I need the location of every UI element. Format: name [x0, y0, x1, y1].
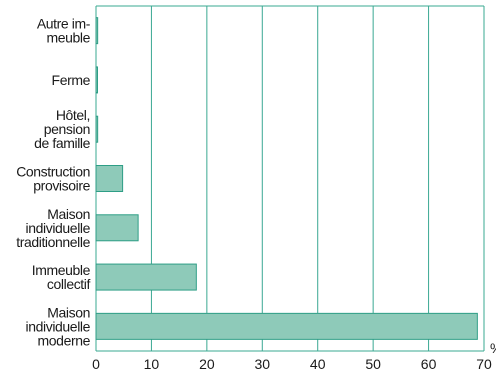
x-tick-label-40: 40: [310, 356, 326, 372]
bar-3: [95, 165, 124, 192]
category-label-line: collectif: [47, 276, 91, 292]
category-label-line: pension: [44, 121, 90, 137]
bars: [95, 17, 478, 340]
x-unit-label: %: [490, 340, 496, 356]
category-label-line: meuble: [46, 30, 90, 46]
category-labels: Autre im-meuble Ferme Hôtel, pension de fami…: [16, 16, 91, 349]
bar-0: [95, 17, 99, 45]
category-label-line: Construction: [16, 164, 90, 180]
x-tick-label-30: 30: [254, 356, 270, 372]
x-tick-label-60: 60: [421, 356, 437, 372]
category-label-line: provisoire: [33, 178, 90, 194]
category-label-0: Autre im-meuble: [37, 16, 91, 46]
x-tick-label-10: 10: [144, 356, 160, 372]
category-label-line: Immeuble: [32, 262, 91, 278]
bar-1: [95, 66, 98, 94]
x-tick-label-0: 0: [92, 356, 100, 372]
x-tick-label-20: 20: [199, 356, 215, 372]
bar-6: [95, 312, 478, 340]
category-label-line: Maison: [47, 206, 90, 222]
category-label-6: Maison individuelle moderne: [26, 304, 91, 348]
category-label-line: individuelle: [26, 318, 91, 334]
category-label-line: Autre im-: [37, 16, 91, 32]
category-label-line: Hôtel,: [56, 107, 90, 123]
category-label-line: individuelle: [26, 220, 91, 236]
category-label-3: Construction provisoire: [16, 164, 90, 194]
category-label-line: Maison: [47, 304, 90, 320]
bar-4: [95, 214, 139, 242]
x-tick-label-70: 70: [476, 356, 492, 372]
category-label-5: Immeuble collectif: [32, 262, 91, 292]
bar-5: [95, 263, 197, 291]
category-label-2: Hôtel, pension de famille: [34, 107, 91, 151]
category-label-line: moderne: [38, 332, 91, 348]
category-label-4: Maison individuelle traditionnelle: [16, 206, 90, 250]
x-tick-label-50: 50: [365, 356, 381, 372]
x-tick-labels: 0 10 20 30 40 50 60 70: [92, 356, 492, 372]
category-label-line: de famille: [34, 135, 91, 151]
category-label-line: Ferme: [52, 72, 91, 88]
category-label-1: Ferme: [52, 72, 91, 88]
category-label-line: traditionnelle: [16, 234, 90, 250]
bar-2: [95, 115, 99, 143]
grid-lines: [95, 5, 485, 352]
